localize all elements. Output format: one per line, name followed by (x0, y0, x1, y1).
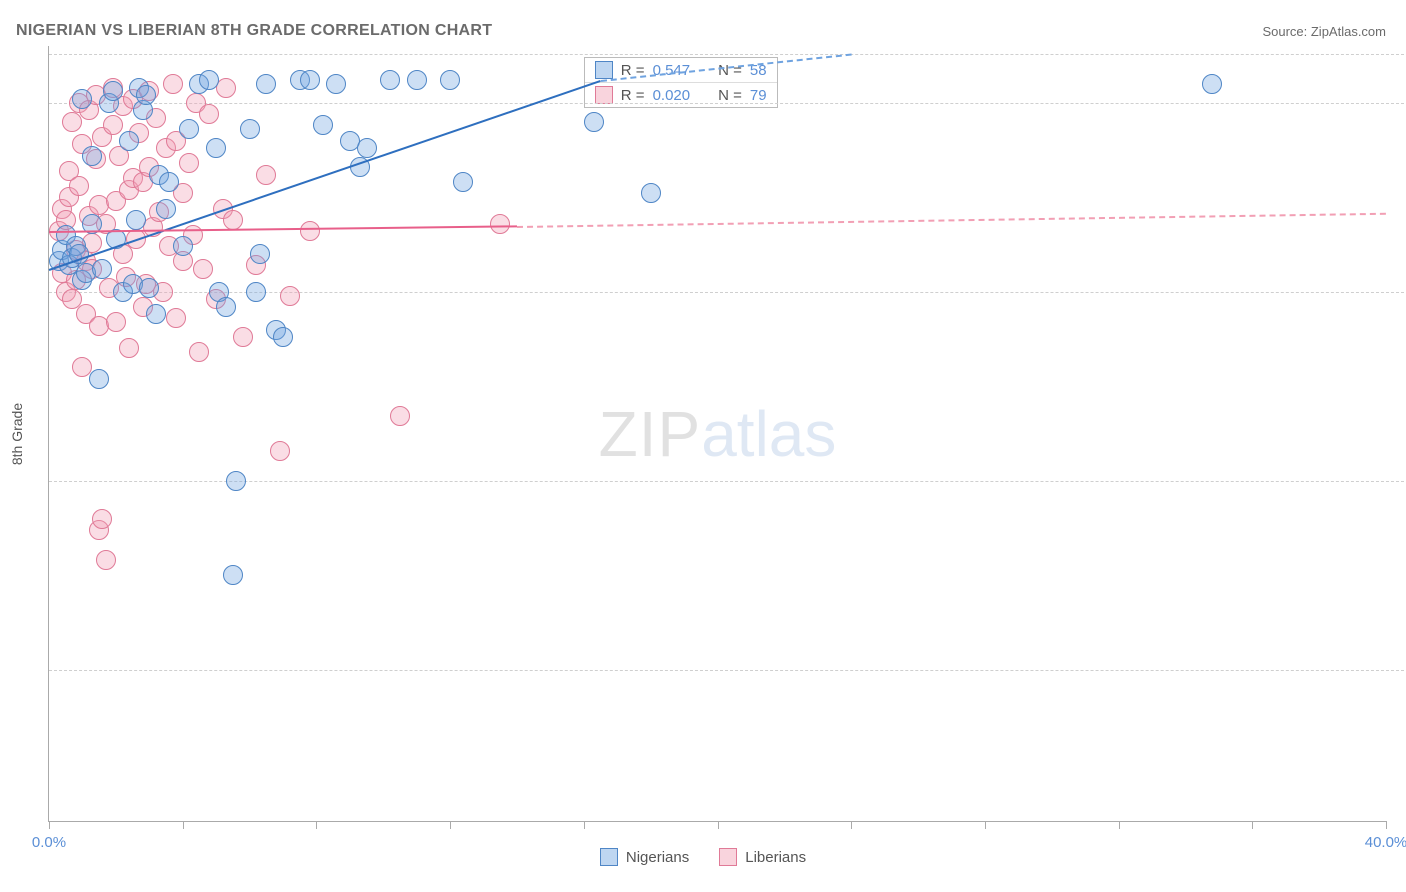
liberians-point (193, 259, 213, 279)
nigerians-point (326, 74, 346, 94)
nigerians-point (250, 244, 270, 264)
nigerians-point (139, 278, 159, 298)
liberians-trendline (49, 226, 517, 234)
liberians-point (119, 338, 139, 358)
nigerians-point (1202, 74, 1222, 94)
source-link[interactable]: ZipAtlas.com (1311, 24, 1386, 39)
nigerians-point (313, 115, 333, 135)
liberians-point (233, 327, 253, 347)
legend-swatch (595, 61, 613, 79)
liberians-point (163, 74, 183, 94)
liberians-point (256, 165, 276, 185)
gridline-h (49, 670, 1404, 671)
legend-row-liberians: R = 0.020 N = 79 (585, 83, 777, 107)
legend-swatch (595, 86, 613, 104)
liberians-trendline-extrapolated (517, 212, 1386, 227)
nigerians-point (216, 297, 236, 317)
nigerians-point (641, 183, 661, 203)
liberians-point (189, 342, 209, 362)
nigerians-point (256, 74, 276, 94)
nigerians-point (92, 259, 112, 279)
legend-swatch (600, 848, 618, 866)
nigerians-point (199, 70, 219, 90)
nigerians-point (103, 81, 123, 101)
liberians-point (92, 509, 112, 529)
liberians-point (199, 104, 219, 124)
nigerians-point (223, 565, 243, 585)
chart-title: NIGERIAN VS LIBERIAN 8TH GRADE CORRELATI… (16, 22, 492, 40)
nigerians-point (584, 112, 604, 132)
nigerians-point (173, 236, 193, 256)
liberians-point (179, 153, 199, 173)
x-tick (49, 821, 50, 829)
nigerians-point (72, 89, 92, 109)
nigerians-point (126, 210, 146, 230)
x-tick (851, 821, 852, 829)
watermark-atlas: atlas (701, 398, 836, 470)
legend-item-liberians: Liberians (719, 848, 806, 866)
liberians-point (270, 441, 290, 461)
gridline-h (49, 481, 1404, 482)
nigerians-point (156, 199, 176, 219)
nigerians-point (300, 70, 320, 90)
nigerians-point (240, 119, 260, 139)
legend-r-label: R = (621, 87, 645, 104)
y-axis-title: 8th Grade (9, 402, 25, 464)
nigerians-point (407, 70, 427, 90)
plot-canvas: 8th Grade ZIPatlas R =0.547N =58R =0.020… (48, 46, 1386, 822)
x-tick (1386, 821, 1387, 829)
liberians-point (69, 176, 89, 196)
nigerians-point (273, 327, 293, 347)
nigerians-point (246, 282, 266, 302)
legend-n-label: N = (718, 87, 742, 104)
watermark: ZIPatlas (599, 397, 837, 471)
nigerians-point (82, 146, 102, 166)
legend-label: Liberians (745, 849, 806, 866)
liberians-point (490, 214, 510, 234)
nigerians-point (136, 85, 156, 105)
legend-r-value: 0.020 (653, 87, 691, 104)
x-tick (718, 821, 719, 829)
gridline-h (49, 54, 1404, 55)
nigerians-point (357, 138, 377, 158)
liberians-point (103, 115, 123, 135)
x-tick (1119, 821, 1120, 829)
nigerians-point (453, 172, 473, 192)
legend-item-nigerians: Nigerians (600, 848, 689, 866)
nigerians-point (440, 70, 460, 90)
source-prefix: Source: (1262, 24, 1310, 39)
x-tick (985, 821, 986, 829)
legend-n-value: 79 (750, 87, 767, 104)
watermark-zip: ZIP (599, 398, 702, 470)
nigerians-point (146, 304, 166, 324)
series-legend: Nigerians Liberians (0, 848, 1406, 866)
legend-n-label: N = (718, 62, 742, 79)
nigerians-point (89, 369, 109, 389)
gridline-h (49, 103, 1404, 104)
legend-swatch (719, 848, 737, 866)
x-tick (584, 821, 585, 829)
liberians-point (106, 312, 126, 332)
liberians-point (280, 286, 300, 306)
nigerians-point (119, 131, 139, 151)
legend-label: Nigerians (626, 849, 689, 866)
plot-area: 8th Grade ZIPatlas R =0.547N =58R =0.020… (48, 46, 1386, 822)
x-tick (1252, 821, 1253, 829)
nigerians-point (226, 471, 246, 491)
x-tick (316, 821, 317, 829)
liberians-point (96, 550, 116, 570)
liberians-point (390, 406, 410, 426)
nigerians-point (179, 119, 199, 139)
liberians-point (166, 308, 186, 328)
liberians-point (300, 221, 320, 241)
x-tick (183, 821, 184, 829)
nigerians-point (206, 138, 226, 158)
nigerians-point (380, 70, 400, 90)
source-attribution: Source: ZipAtlas.com (1262, 24, 1386, 39)
x-tick (450, 821, 451, 829)
liberians-point (223, 210, 243, 230)
nigerians-point (159, 172, 179, 192)
